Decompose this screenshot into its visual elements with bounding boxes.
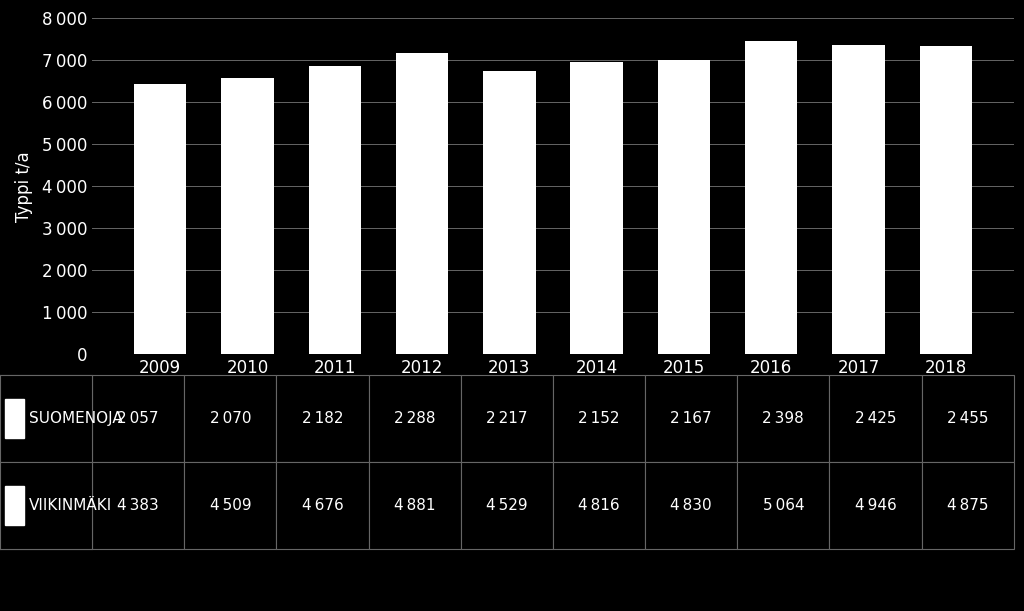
Text: VIIKINMÄKI: VIIKINMÄKI: [29, 498, 112, 513]
Y-axis label: Typpi t/a: Typpi t/a: [15, 151, 34, 222]
Bar: [833, 45, 885, 147]
Bar: [308, 158, 361, 354]
Bar: [483, 71, 536, 164]
Bar: [221, 78, 273, 165]
Bar: [483, 164, 536, 354]
Bar: [396, 53, 449, 149]
Bar: [920, 150, 972, 354]
Bar: [570, 152, 623, 354]
Text: SUOMENOJA: SUOMENOJA: [29, 411, 123, 426]
Bar: [134, 84, 186, 170]
Bar: [833, 147, 885, 354]
Bar: [657, 152, 710, 354]
Bar: [570, 62, 623, 152]
Bar: [657, 60, 710, 152]
Bar: [134, 170, 186, 354]
Bar: [221, 165, 273, 354]
Bar: [308, 67, 361, 158]
Bar: [396, 149, 449, 354]
Bar: [745, 142, 798, 354]
Bar: [920, 46, 972, 150]
Bar: [745, 41, 798, 142]
